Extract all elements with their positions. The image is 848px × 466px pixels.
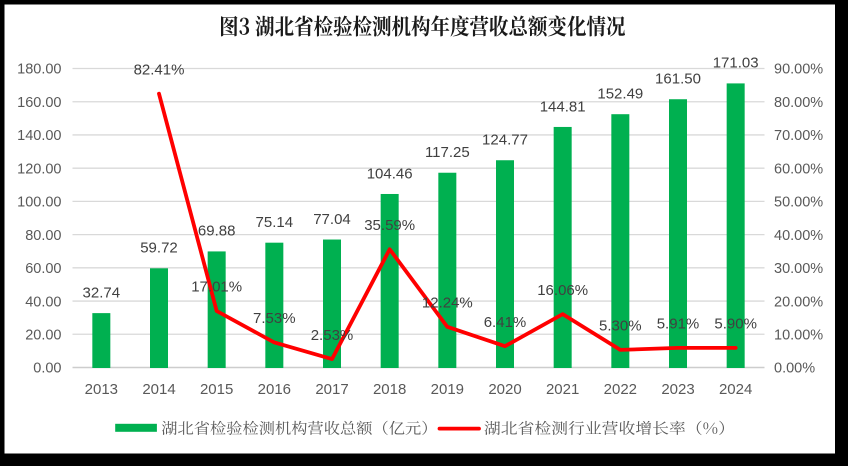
svg-text:0.00: 0.00 [33,361,61,377]
svg-text:2024: 2024 [719,381,752,398]
svg-text:10.00%: 10.00% [774,327,823,343]
svg-text:30.00%: 30.00% [774,261,823,277]
svg-text:144.81: 144.81 [540,98,586,115]
svg-text:12.24%: 12.24% [422,295,473,312]
svg-text:117.25: 117.25 [425,144,470,161]
svg-text:70.00%: 70.00% [774,128,823,144]
svg-text:60.00%: 60.00% [774,161,823,177]
svg-text:2018: 2018 [373,381,406,398]
svg-text:16.06%: 16.06% [537,282,588,299]
svg-text:152.49: 152.49 [597,86,643,103]
svg-text:5.91%: 5.91% [657,316,700,333]
svg-text:90.00%: 90.00% [774,62,823,78]
svg-text:2013: 2013 [85,381,118,398]
svg-text:2016: 2016 [258,381,291,398]
svg-text:17.01%: 17.01% [191,279,242,296]
svg-text:80.00%: 80.00% [774,95,823,111]
svg-text:5.30%: 5.30% [599,318,642,335]
svg-text:40.00%: 40.00% [774,228,823,244]
svg-text:2017: 2017 [315,381,348,398]
svg-text:2022: 2022 [604,381,637,398]
svg-text:104.46: 104.46 [367,165,413,182]
svg-text:2019: 2019 [431,381,464,398]
svg-text:140.00: 140.00 [17,128,61,144]
svg-text:160.00: 160.00 [17,95,61,111]
svg-text:124.77: 124.77 [482,132,528,149]
svg-text:100.00: 100.00 [17,195,61,211]
svg-text:180.00: 180.00 [17,62,61,78]
svg-text:6.41%: 6.41% [484,314,527,331]
svg-text:80.00: 80.00 [25,228,61,244]
svg-text:2020: 2020 [488,381,521,398]
svg-text:40.00: 40.00 [25,294,61,310]
svg-text:2023: 2023 [661,381,694,398]
svg-text:5.90%: 5.90% [714,316,757,333]
svg-text:2015: 2015 [200,381,233,398]
svg-text:2021: 2021 [546,381,579,398]
svg-text:20.00: 20.00 [25,327,61,343]
svg-text:82.41%: 82.41% [134,61,185,78]
svg-text:7.53%: 7.53% [253,310,296,327]
svg-text:60.00: 60.00 [25,261,61,277]
svg-text:120.00: 120.00 [17,161,61,177]
svg-text:32.74: 32.74 [83,284,121,301]
svg-text:20.00%: 20.00% [774,294,823,310]
svg-text:69.88: 69.88 [198,223,236,240]
svg-text:50.00%: 50.00% [774,195,823,211]
svg-text:2.53%: 2.53% [311,327,354,344]
svg-text:161.50: 161.50 [655,71,701,88]
svg-text:171.03: 171.03 [713,55,759,72]
svg-text:35.59%: 35.59% [364,217,415,234]
svg-text:0.00%: 0.00% [774,361,815,377]
svg-text:75.14: 75.14 [256,214,294,231]
svg-text:59.72: 59.72 [140,240,178,257]
svg-text:2014: 2014 [142,381,175,398]
svg-text:77.04: 77.04 [313,211,351,228]
